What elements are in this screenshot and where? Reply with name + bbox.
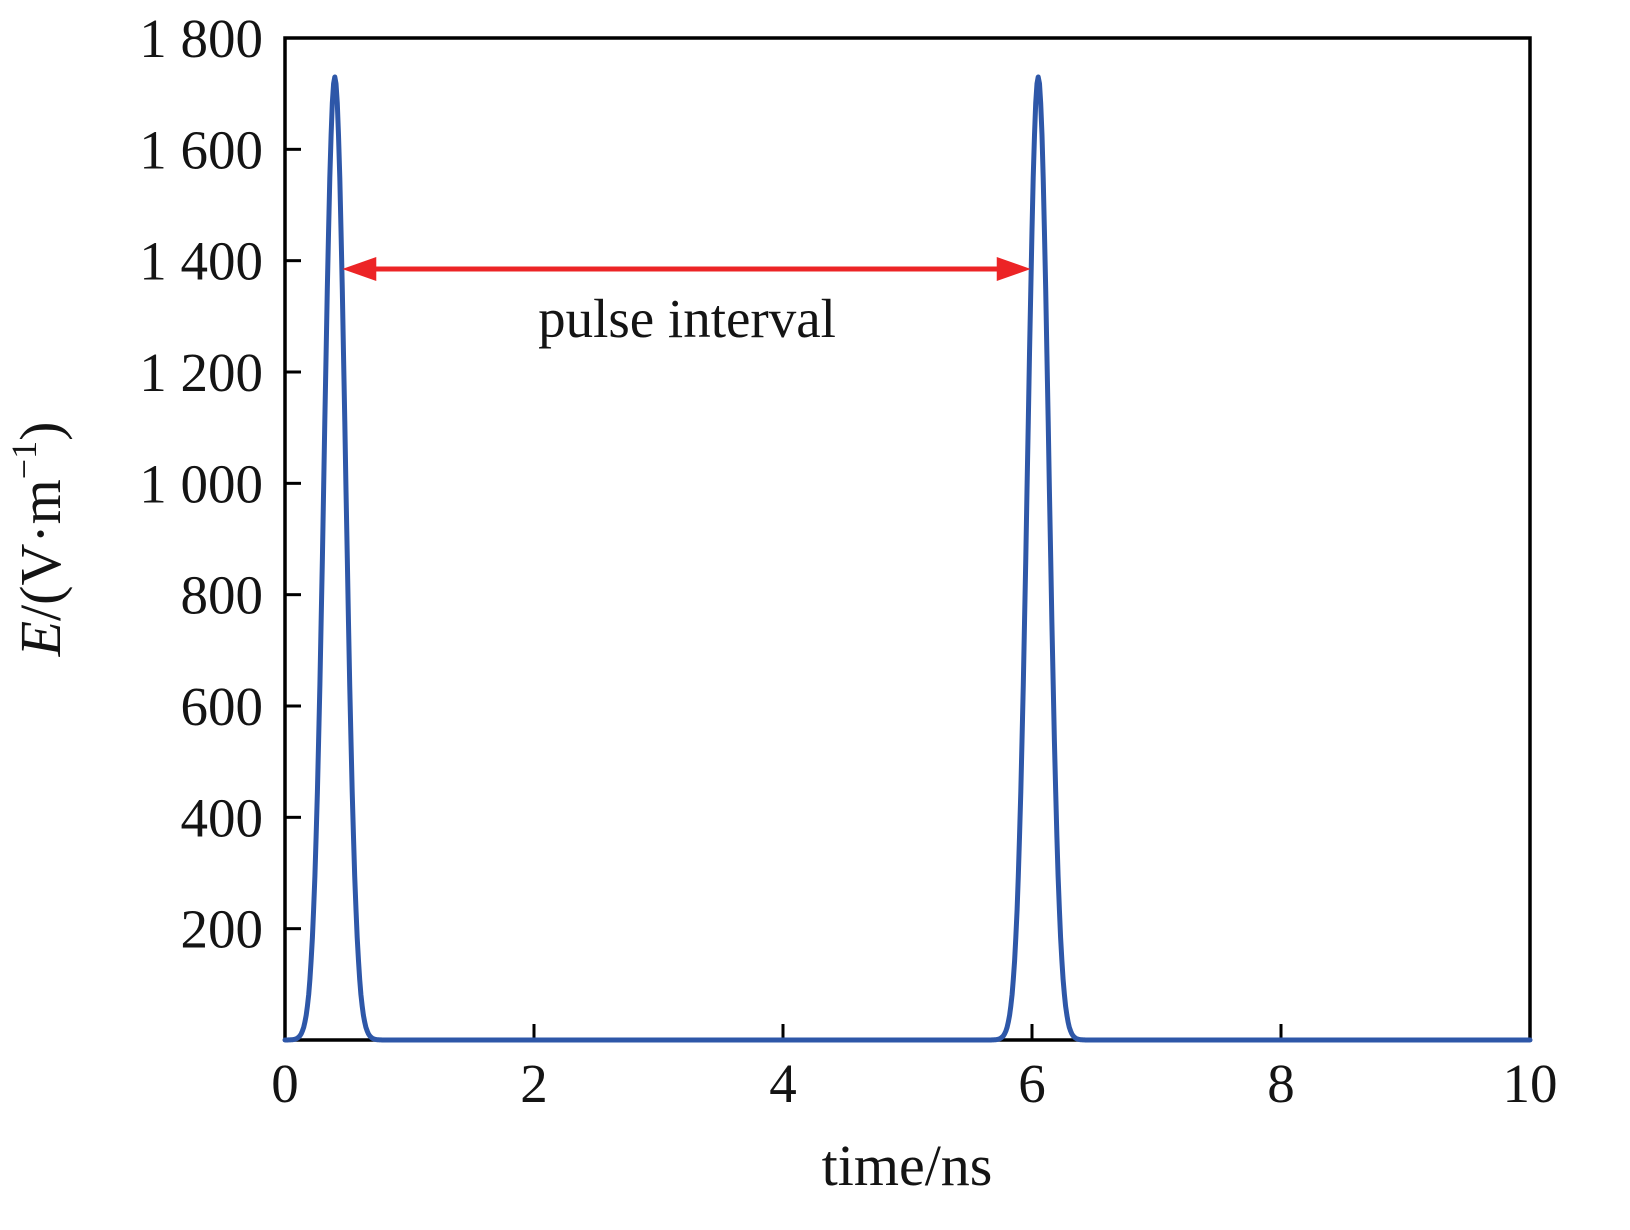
- y-axis-label: E/(V·m−1): [4, 422, 73, 658]
- y-tick-label: 400: [181, 787, 264, 848]
- chart-layer: 0 2 4 6 8 10 200 400 600 800 1 000 1 200 1 400 1 600 1…: [139, 8, 1557, 1114]
- y-tick-label: 1 000: [139, 453, 263, 514]
- y-tick-label: 800: [181, 565, 264, 626]
- y-tick-label: 600: [181, 676, 264, 737]
- x-tick-label: 0: [271, 1053, 299, 1114]
- plot-frame: [283, 36, 1532, 1042]
- arrowhead-left-icon: [342, 257, 377, 282]
- x-tick-label: 6: [1018, 1053, 1046, 1114]
- arrowhead-right-icon: [996, 257, 1031, 282]
- x-tick-label: 2: [520, 1053, 548, 1114]
- x-tick-label: 4: [769, 1053, 797, 1114]
- x-axis-label: time/ns: [822, 1133, 993, 1198]
- pulse-curve: [282, 74, 1533, 1043]
- y-tick-label: 1 200: [139, 342, 263, 403]
- x-tick-label: 8: [1267, 1053, 1295, 1114]
- x-tick-label: 10: [1503, 1053, 1558, 1114]
- annotation-label: pulse interval: [538, 288, 836, 349]
- y-tick-label: 1 600: [139, 119, 263, 180]
- y-tick-label: 1 800: [139, 8, 263, 69]
- y-tick-label: 1 400: [139, 231, 263, 292]
- y-tick-label: 200: [181, 899, 264, 960]
